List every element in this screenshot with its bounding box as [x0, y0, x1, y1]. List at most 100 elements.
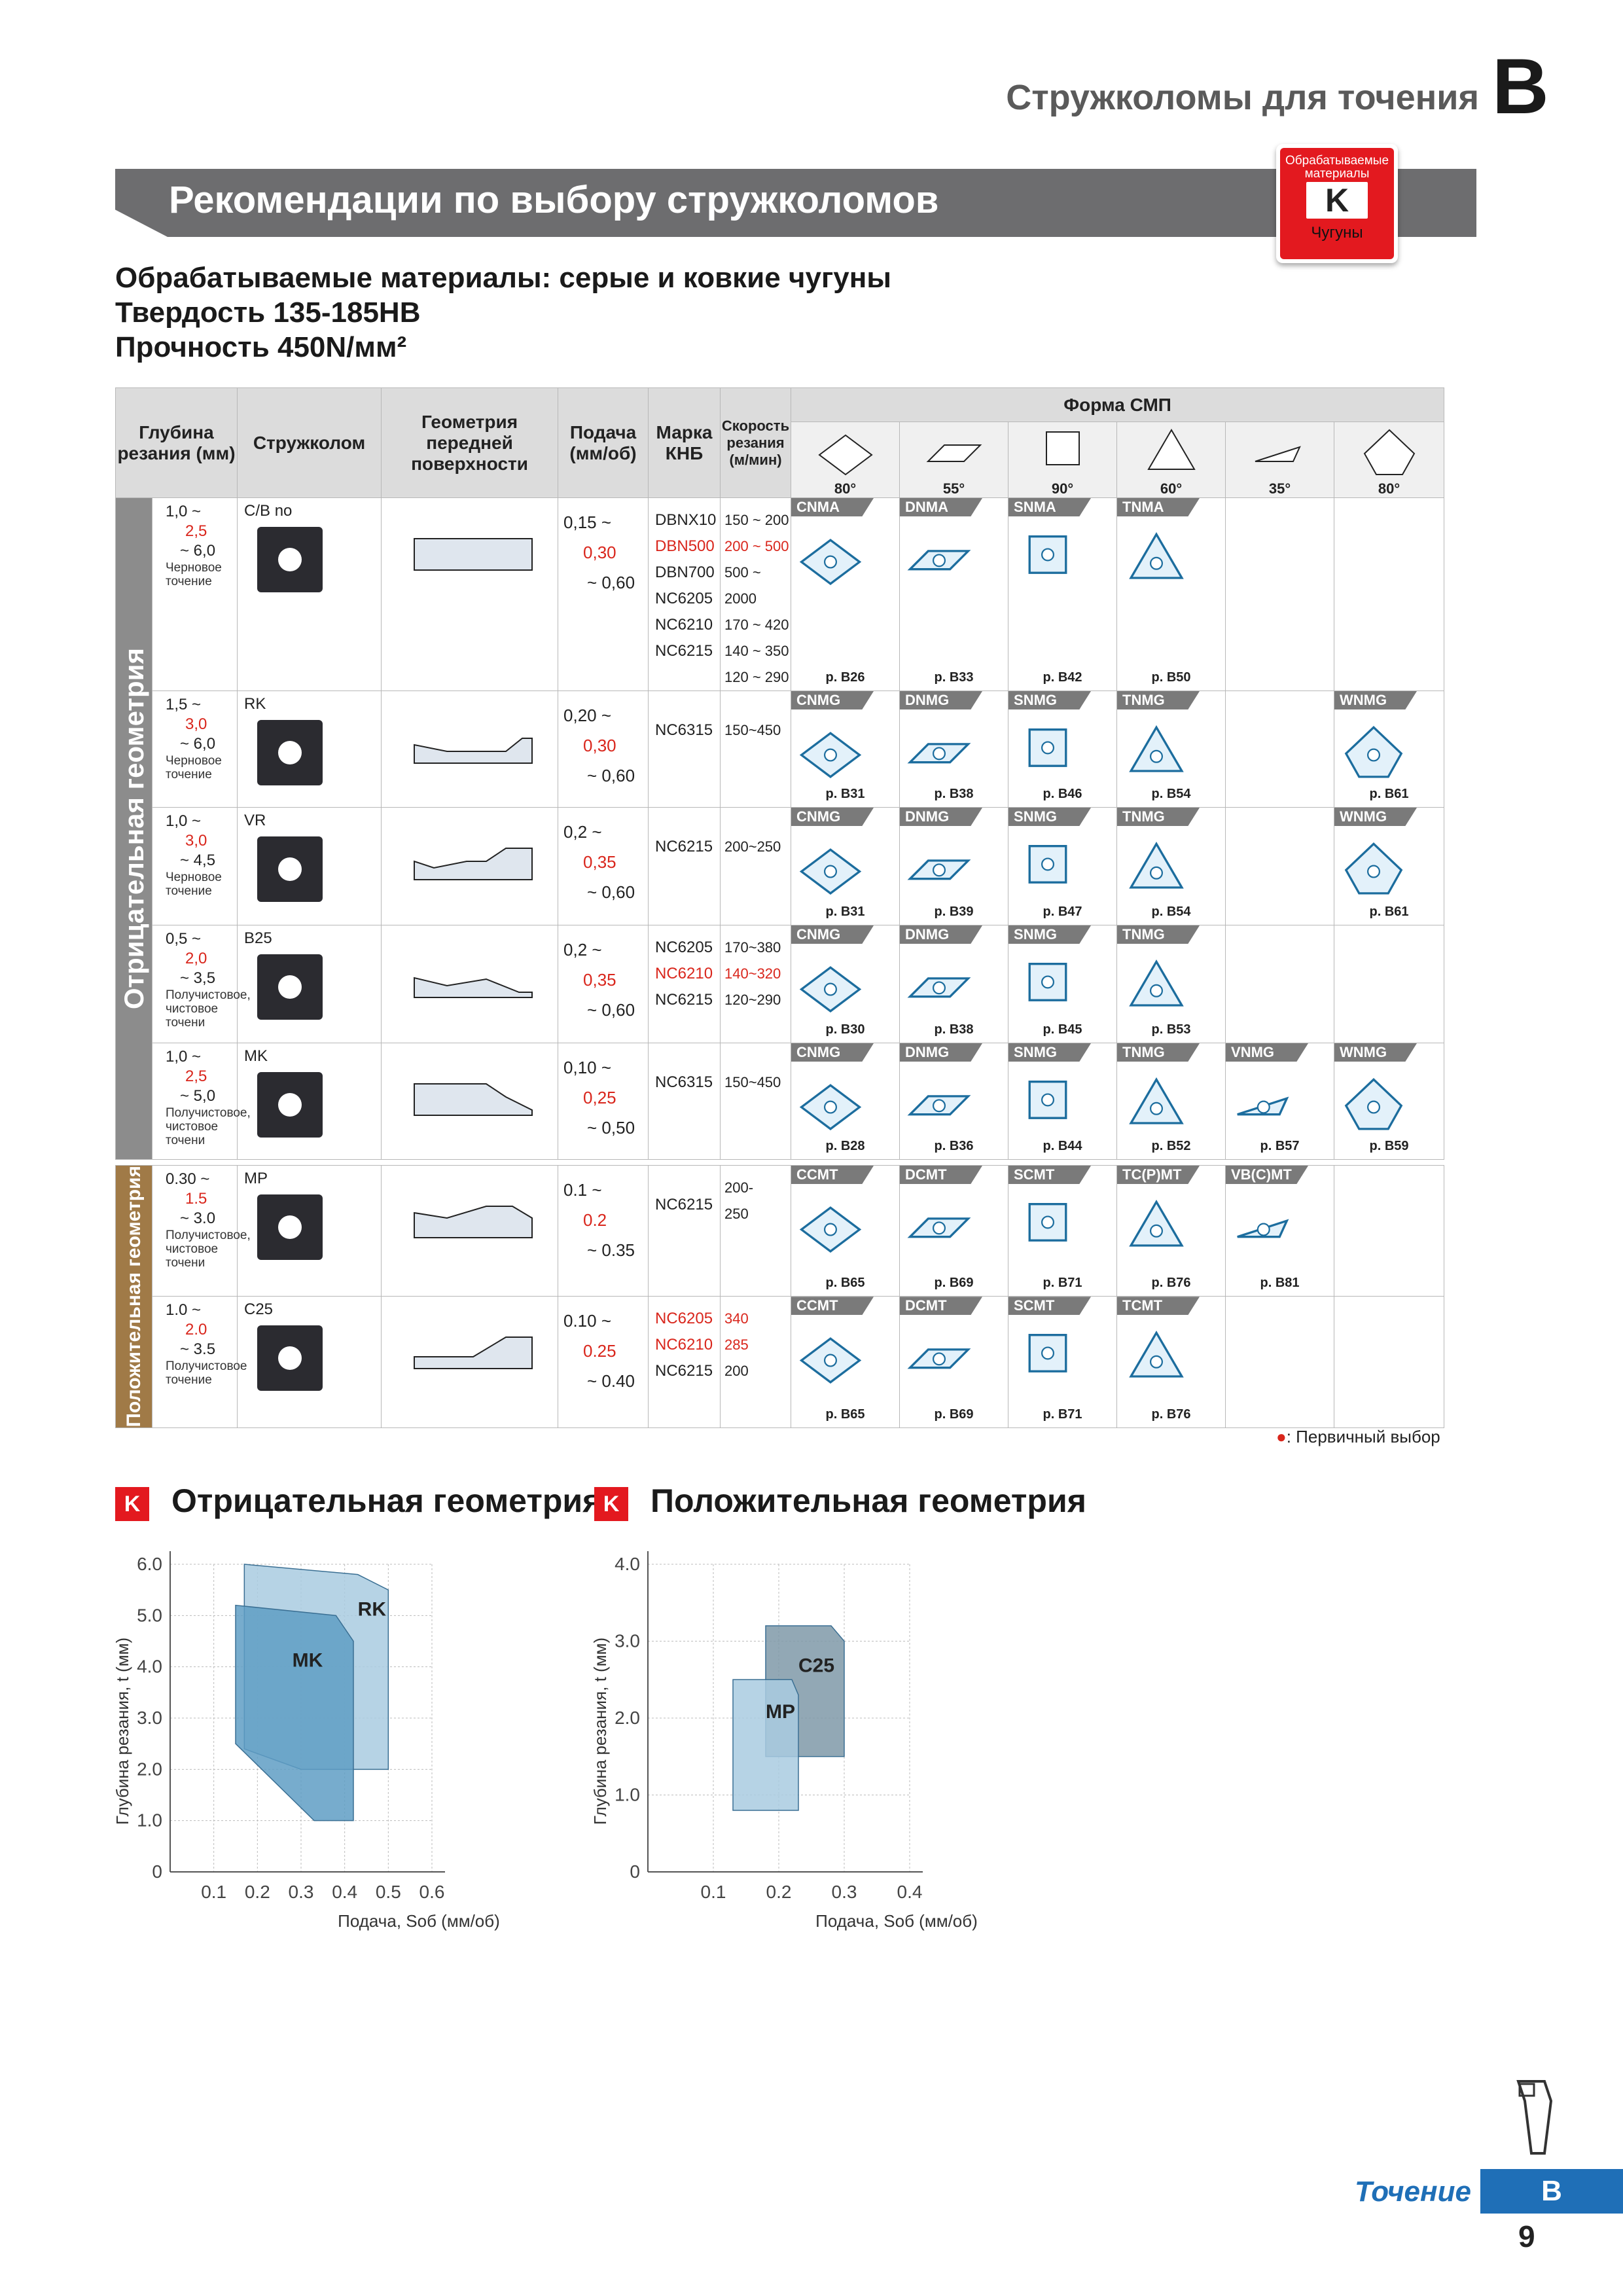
insert-shape-cell[interactable]: CNMG p. B31	[791, 807, 901, 925]
insert-shape-cell[interactable]: WNMG p. B61	[1334, 807, 1445, 925]
insert-shape-cell[interactable]: TNMG p. B54	[1116, 691, 1226, 808]
page-ref[interactable]: p. B57	[1260, 1139, 1300, 1153]
insert-shape-cell[interactable]: TC(P)MT p. B76	[1116, 1164, 1226, 1297]
insert-shape-icon	[1344, 726, 1403, 778]
insert-shape-icon	[799, 966, 862, 1013]
page-ref[interactable]: p. B76	[1151, 1407, 1191, 1422]
insert-shape-cell[interactable]: TCMT p. B76	[1116, 1296, 1226, 1428]
page-ref[interactable]: p. B71	[1043, 1276, 1082, 1291]
feed-min: 0,10 ~	[563, 1058, 612, 1077]
insert-shape-icon	[907, 1217, 971, 1238]
x-tick-label: 0.5	[376, 1882, 401, 1902]
grade-item: DBNX10	[655, 511, 717, 529]
page-ref[interactable]: p. B69	[934, 1276, 974, 1291]
insert-shape-cell[interactable]: CCMT p. B65	[791, 1296, 900, 1428]
page-ref[interactable]: p. B30	[825, 1022, 865, 1037]
speed-item: 120~290	[724, 992, 781, 1008]
insert-shape-cell[interactable]: DNMG p. B39	[899, 807, 1009, 925]
insert-shape-cell[interactable]: CCMT p. B65	[791, 1164, 900, 1297]
page-ref[interactable]: p. B59	[1369, 1139, 1409, 1153]
page-ref[interactable]: p. B42	[1043, 670, 1082, 685]
feed-cell: 0,10 ~ 0,25 ~ 0,50	[558, 1043, 649, 1160]
insert-photo	[257, 1072, 323, 1138]
insert-shape-cell[interactable]: DNMG p. B36	[899, 1043, 1009, 1160]
page-ref[interactable]: p. B61	[1369, 905, 1409, 919]
insert-shape-icon	[799, 732, 862, 778]
area-MK	[235, 1604, 354, 1821]
page-ref[interactable]: p. B71	[1043, 1407, 1082, 1422]
insert-shape-icon	[1129, 1077, 1184, 1124]
insert-shape-cell[interactable]: DNMG p. B38	[899, 691, 1009, 808]
operation-note: Черновое точение	[166, 754, 222, 781]
page-ref[interactable]: p. B45	[1043, 1022, 1082, 1037]
col-depth: Глубина резания (мм)	[115, 387, 238, 498]
insert-shape-cell[interactable]: WNMG p. B59	[1334, 1043, 1445, 1160]
neg-chart-title: Отрицательная геометрия	[171, 1482, 602, 1519]
insert-shape-cell[interactable]: SNMA p. B42	[1008, 497, 1118, 691]
page-ref[interactable]: p. B54	[1151, 787, 1191, 801]
insert-code: CNMA	[791, 498, 874, 516]
page-ref[interactable]: p. B31	[825, 905, 865, 919]
insert-shape-cell[interactable]: VNMG p. B57	[1225, 1043, 1335, 1160]
page-ref[interactable]: p. B76	[1151, 1276, 1191, 1291]
page-ref[interactable]: p. B46	[1043, 787, 1082, 801]
speed-item: 140 ~ 350	[724, 643, 789, 659]
insert-shape-cell[interactable]: SCMT p. B71	[1008, 1296, 1117, 1428]
insert-shape-cell[interactable]: CNMA p. B26	[791, 497, 901, 691]
insert-shape-cell[interactable]: VB(C)MT p. B81	[1225, 1164, 1334, 1297]
insert-shape-cell[interactable]: DNMG p. B38	[899, 925, 1009, 1043]
feed-min: 0,20 ~	[563, 706, 612, 725]
grade-item: DBN500	[655, 537, 715, 555]
col-breaker: Стружколом	[237, 387, 382, 498]
insert-shape-cell[interactable]: WNMG p. B61	[1334, 691, 1445, 808]
page-title: Рекомендации по выбору стружколомов	[169, 179, 939, 221]
speed-item: 200~250	[724, 838, 781, 855]
grade-item: NC6205	[655, 590, 713, 607]
grade-item: NC6215	[655, 991, 713, 1009]
page-ref[interactable]: p. B28	[825, 1139, 865, 1153]
insert-shape-cell[interactable]: DNMA p. B33	[899, 497, 1009, 691]
page-ref[interactable]: p. B39	[934, 905, 974, 919]
insert-code: VNMG	[1226, 1043, 1309, 1062]
grade-cell: NC6215	[648, 1164, 721, 1297]
insert-shape-cell[interactable]: DCMT p. B69	[899, 1164, 1008, 1297]
speed-cell: 170~380 140~320 120~290	[720, 925, 792, 1043]
depth-main: 2.0	[185, 1321, 207, 1339]
insert-shape-cell[interactable]: SNMG p. B44	[1008, 1043, 1118, 1160]
feed-max: ~ 0,60	[587, 1000, 635, 1020]
insert-shape-cell[interactable]: CNMG p. B28	[791, 1043, 901, 1160]
page-ref[interactable]: p. B81	[1260, 1276, 1300, 1291]
page-ref[interactable]: p. B61	[1369, 787, 1409, 801]
page-ref[interactable]: p. B44	[1043, 1139, 1082, 1153]
page-ref[interactable]: p. B38	[934, 1022, 974, 1037]
page-ref[interactable]: p. B69	[934, 1407, 974, 1422]
page-ref[interactable]: p. B33	[934, 670, 974, 685]
page-ref[interactable]: p. B65	[825, 1407, 865, 1422]
page-ref[interactable]: p. B54	[1151, 905, 1191, 919]
page-ref[interactable]: p. B52	[1151, 1139, 1191, 1153]
insert-shape-cell[interactable]: SNMG p. B46	[1008, 691, 1118, 808]
page-ref[interactable]: p. B38	[934, 787, 974, 801]
insert-shape-cell[interactable]: TNMA p. B50	[1116, 497, 1226, 691]
page-ref[interactable]: p. B65	[825, 1276, 865, 1291]
col-form: Форма СМП	[791, 387, 1445, 422]
insert-shape-cell[interactable]: SCMT p. B71	[1008, 1164, 1117, 1297]
page-ref[interactable]: p. B36	[934, 1139, 974, 1153]
insert-shape-cell[interactable]: TNMG p. B54	[1116, 807, 1226, 925]
page-ref[interactable]: p. B31	[825, 787, 865, 801]
page-ref[interactable]: p. B47	[1043, 905, 1082, 919]
insert-shape-cell[interactable]: SNMG p. B47	[1008, 807, 1118, 925]
insert-shape-cell[interactable]: TNMG p. B52	[1116, 1043, 1226, 1160]
page-ref[interactable]: p. B53	[1151, 1022, 1191, 1037]
insert-shape-cell	[1225, 497, 1335, 691]
page-ref[interactable]: p. B26	[825, 670, 865, 685]
insert-shape-cell[interactable]: TNMG p. B53	[1116, 925, 1226, 1043]
insert-shape-cell[interactable]: CNMG p. B31	[791, 691, 901, 808]
insert-shape-cell[interactable]: DCMT p. B69	[899, 1296, 1008, 1428]
table-row: 1,0 ~ 3,0 ~ 4,5 Черновое точение VR 0,2 ~ 0,35…	[116, 807, 1445, 925]
insert-shape-cell[interactable]: CNMG p. B30	[791, 925, 901, 1043]
insert-code: CNMG	[791, 925, 874, 944]
insert-code: SNMG	[1008, 1043, 1092, 1062]
page-ref[interactable]: p. B50	[1151, 670, 1191, 685]
insert-shape-cell[interactable]: SNMG p. B45	[1008, 925, 1118, 1043]
